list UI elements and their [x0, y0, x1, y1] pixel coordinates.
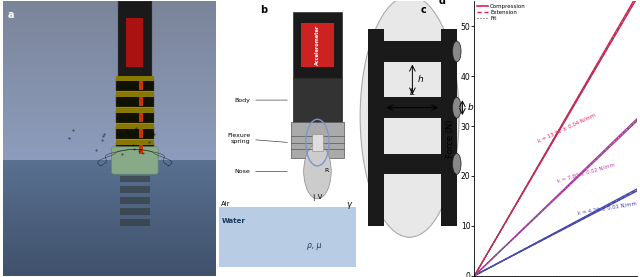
Bar — [139, 145, 143, 153]
Text: k = 4.29 ± 0.01 N/mm: k = 4.29 ± 0.01 N/mm — [577, 201, 637, 216]
Y-axis label: Force (N): Force (N) — [446, 119, 455, 158]
Text: Body: Body — [234, 98, 287, 102]
Bar — [116, 111, 154, 123]
Bar — [120, 176, 150, 182]
Point — [91, 147, 101, 152]
Bar — [116, 140, 154, 145]
Bar — [219, 207, 356, 267]
Text: | V: | V — [313, 194, 322, 201]
Bar — [116, 143, 154, 155]
Bar — [120, 198, 150, 204]
Text: k = 13.98 ± 0.04 N/mm: k = 13.98 ± 0.04 N/mm — [538, 112, 596, 143]
Point — [129, 147, 140, 151]
Point — [98, 134, 108, 138]
Bar — [116, 95, 154, 107]
Bar — [116, 76, 154, 81]
Bar — [116, 127, 154, 139]
Bar — [441, 29, 457, 226]
Bar — [126, 18, 143, 67]
Text: γ: γ — [347, 200, 352, 209]
Text: c: c — [421, 6, 427, 16]
Text: R: R — [324, 168, 328, 173]
Bar — [116, 92, 154, 97]
Circle shape — [304, 144, 331, 199]
Point — [99, 131, 109, 136]
Bar — [384, 41, 441, 62]
Bar — [139, 97, 143, 106]
Bar — [116, 79, 154, 91]
Bar — [292, 12, 342, 78]
Bar — [312, 134, 323, 151]
Bar — [384, 97, 441, 118]
Bar — [384, 153, 441, 174]
Text: ρ, μ: ρ, μ — [307, 241, 322, 250]
Point — [144, 140, 154, 144]
Text: Water: Water — [221, 218, 245, 224]
Bar — [139, 81, 143, 90]
Legend: Compression, Extension, Fit: Compression, Extension, Fit — [476, 3, 526, 21]
Circle shape — [452, 153, 461, 174]
Circle shape — [360, 0, 459, 237]
Bar — [301, 23, 334, 67]
Text: Nose: Nose — [234, 169, 287, 174]
Bar — [368, 29, 384, 226]
Text: k = 7.80 ± 0.02 N/mm: k = 7.80 ± 0.02 N/mm — [556, 162, 615, 183]
Point — [65, 135, 75, 140]
Text: b: b — [260, 6, 267, 16]
Bar — [116, 124, 154, 129]
Text: d: d — [439, 0, 446, 6]
Text: h: h — [418, 75, 424, 84]
Bar — [118, 1, 152, 78]
Point — [138, 151, 148, 155]
Point — [117, 152, 127, 156]
Point — [122, 130, 132, 134]
Point — [131, 126, 141, 130]
Text: L: L — [410, 88, 415, 97]
Bar — [116, 108, 154, 113]
Text: Flexure
spring: Flexure spring — [227, 133, 287, 144]
Bar — [120, 208, 150, 215]
FancyBboxPatch shape — [111, 147, 158, 174]
Bar — [139, 113, 143, 122]
Bar — [120, 186, 150, 193]
Bar — [292, 78, 342, 122]
Point — [128, 143, 138, 147]
Text: b: b — [468, 103, 474, 112]
Point — [68, 128, 78, 133]
Text: Air: Air — [221, 201, 231, 207]
Bar — [120, 219, 150, 226]
Point — [148, 132, 159, 136]
Circle shape — [452, 97, 461, 118]
Text: Accelerometer: Accelerometer — [315, 25, 320, 65]
Point — [97, 137, 108, 142]
Point — [134, 148, 144, 153]
Text: a: a — [8, 10, 14, 20]
Bar — [139, 129, 143, 138]
Circle shape — [452, 41, 461, 62]
Bar — [291, 122, 344, 158]
